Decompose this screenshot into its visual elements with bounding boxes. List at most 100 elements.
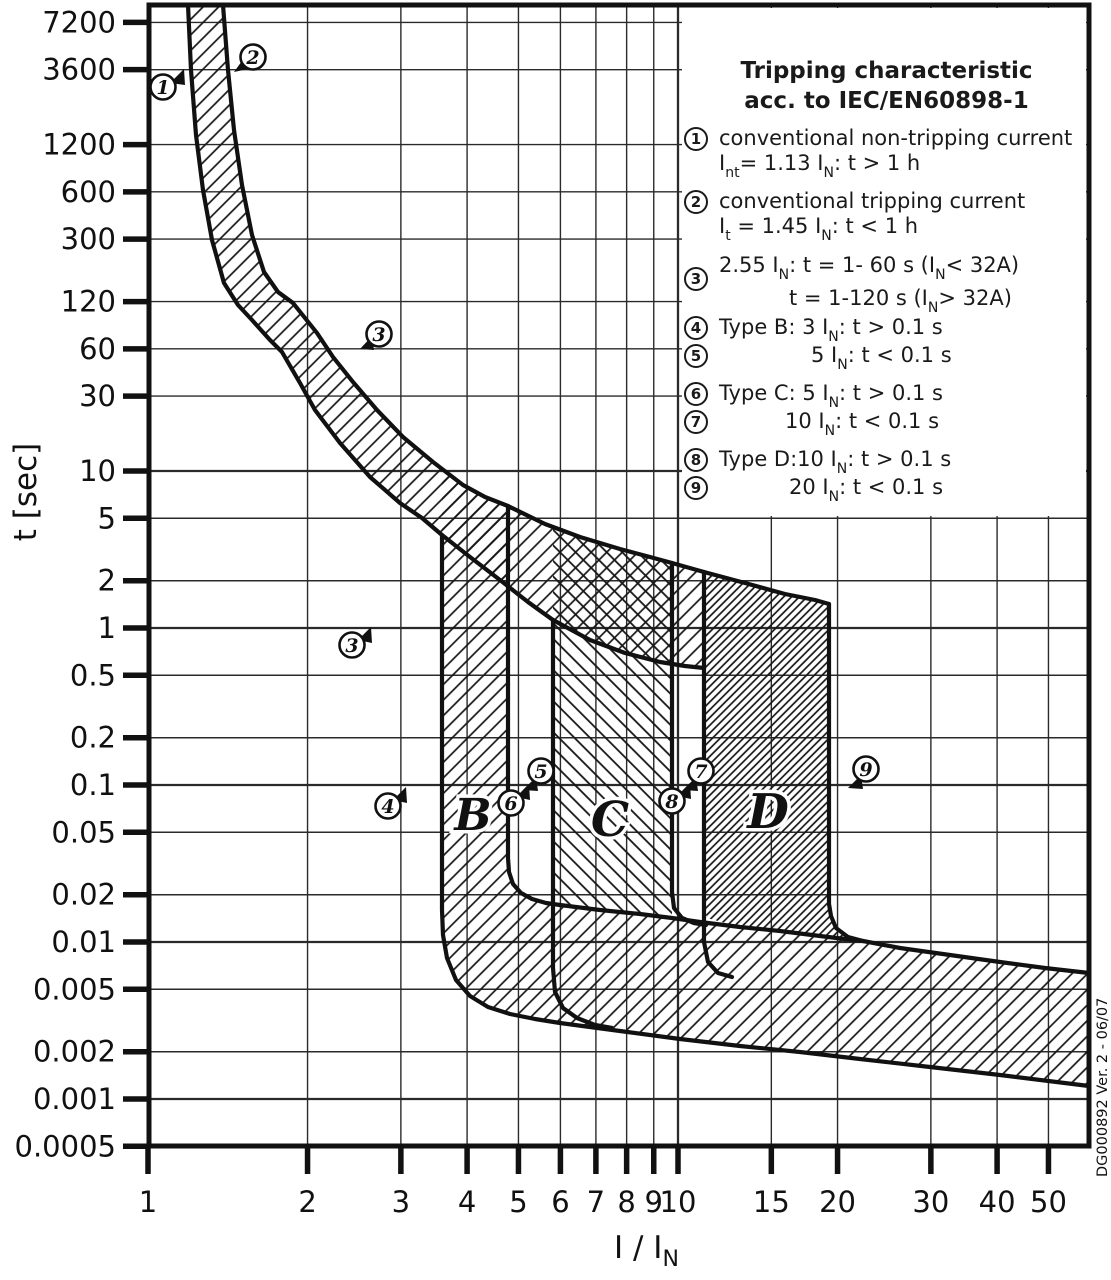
legend-item-7: 7 10 IN: t < 0.1 s: [684, 409, 939, 442]
svg-text:9: 9: [859, 759, 872, 781]
svg-text:1200: 1200: [42, 128, 116, 162]
region-letter-B: B: [452, 790, 491, 841]
svg-text:20: 20: [819, 1185, 856, 1219]
callout-2: 2: [234, 43, 267, 72]
legend-item-text: 10 IN: t < 0.1 s: [785, 409, 940, 440]
legend-item-number: 4: [684, 316, 708, 340]
svg-text:0.1: 0.1: [70, 768, 116, 802]
svg-text:7200: 7200: [42, 5, 116, 39]
svg-text:300: 300: [61, 222, 116, 256]
axis-ticks: [123, 19, 1052, 1174]
axis-titles: t [sec] I / IN: [8, 443, 679, 1272]
legend-item-number: 7: [684, 410, 708, 434]
legend: Tripping characteristic acc. to IEC/EN60…: [684, 0, 1089, 520]
svg-text:2: 2: [245, 47, 259, 69]
callout-3: 3: [338, 627, 372, 659]
legend-item-number: 6: [684, 382, 708, 406]
svg-text:0.01: 0.01: [51, 925, 116, 959]
svg-text:0.001: 0.001: [33, 1082, 116, 1116]
svg-text:0.5: 0.5: [70, 658, 116, 692]
callout-8: 8: [658, 783, 691, 815]
axis-tick-labels: 7200360012006003001206030105210.50.20.10…: [15, 5, 1067, 1219]
legend-item-number: 3: [684, 267, 708, 291]
callout-7: 7: [683, 757, 715, 791]
legend-title-line2: acc. to IEC/EN60898-1: [744, 88, 1029, 114]
type-c-upper-limit: [669, 560, 709, 928]
type-c-lower-limit: [550, 617, 615, 1031]
callout-9: 9: [848, 755, 880, 789]
region-letter-C: C: [591, 792, 629, 848]
callout-6: 6: [497, 784, 530, 817]
svg-text:0.0005: 0.0005: [15, 1129, 116, 1163]
svg-text:10: 10: [79, 454, 116, 488]
svg-text:3600: 3600: [42, 53, 116, 87]
svg-text:60: 60: [79, 332, 116, 366]
legend-title-line1: Tripping characteristic: [740, 58, 1033, 84]
svg-text:0.2: 0.2: [70, 721, 116, 755]
legend-item-text: conventional tripping current It = 1.45 I…: [719, 189, 1026, 245]
type-d-lower-limit: [701, 569, 735, 980]
x-axis-title: I / IN: [614, 1230, 679, 1272]
svg-text:3: 3: [372, 324, 385, 346]
svg-text:0.05: 0.05: [51, 815, 116, 849]
type-c-fill: [553, 527, 672, 918]
plot-border: [146, 2, 1092, 1149]
svg-text:3: 3: [345, 635, 358, 657]
svg-text:15: 15: [753, 1185, 790, 1219]
svg-text:0.005: 0.005: [33, 972, 116, 1006]
callout-3: 3: [360, 320, 393, 350]
legend-item-1: 1 conventional non-tripping current Int= 1…: [684, 126, 1072, 184]
legend-item-text: 2.55 IN: t = 1- 60 s (IN< 32A) t = 1-120 …: [719, 253, 1020, 317]
document-side-note: DG000892 Ver. 2 - 06/07: [1095, 998, 1111, 1177]
svg-text:8: 8: [664, 791, 678, 813]
svg-text:10: 10: [660, 1185, 697, 1219]
type-letters: B C D: [449, 781, 793, 852]
legend-item-6: 6 Type C: 5 IN: t > 0.1 s: [684, 381, 943, 414]
legend-item-text: Type C: 5 IN: t > 0.1 s: [719, 381, 943, 412]
legend-item-number: 2: [684, 190, 708, 214]
svg-text:4: 4: [458, 1185, 476, 1219]
region-letter-D: D: [745, 784, 789, 840]
svg-text:1: 1: [139, 1185, 157, 1219]
legend-title: Tripping characteristic acc. to IEC/EN60…: [684, 56, 1089, 116]
type-b-lower-limit: [439, 532, 1092, 1089]
svg-text:8: 8: [617, 1185, 635, 1219]
svg-text:6: 6: [551, 1185, 569, 1219]
svg-text:30: 30: [79, 379, 116, 413]
svg-text:0.02: 0.02: [51, 878, 116, 912]
legend-item-3: 3 2.55 IN: t = 1- 60 s (IN< 32A) t = 1-120…: [684, 253, 1019, 319]
svg-text:40: 40: [979, 1185, 1016, 1219]
y-axis-title: t [sec]: [8, 443, 44, 541]
svg-text:0.002: 0.002: [33, 1035, 116, 1069]
callout-1: 1: [149, 69, 185, 101]
type-d-fill: [704, 572, 863, 941]
legend-item-number: 9: [684, 476, 708, 500]
legend-item-number: 8: [684, 448, 708, 472]
type-d-upper-limit: [826, 601, 866, 944]
legend-item-text: 20 IN: t < 0.1 s: [789, 475, 944, 506]
svg-text:4: 4: [381, 796, 394, 818]
type-b-and-fast-trip-fill: [442, 469, 1089, 1086]
legend-item-8: 8 Type D:10 IN: t > 0.1 s: [684, 447, 951, 480]
svg-text:5: 5: [509, 1185, 527, 1219]
svg-text:2: 2: [298, 1185, 316, 1219]
legend-item-5: 5 5 IN: t < 0.1 s: [684, 343, 952, 376]
legend-item-4: 4 Type B: 3 IN: t > 0.1 s: [684, 315, 943, 348]
legend-item-9: 9 20 IN: t < 0.1 s: [684, 475, 943, 508]
legend-background: [682, 8, 1086, 516]
legend-item-number: 1: [684, 127, 708, 151]
legend-item-text: Type B: 3 IN: t > 0.1 s: [719, 315, 943, 346]
svg-text:2: 2: [98, 564, 116, 598]
legend-item-text: 5 IN: t < 0.1 s: [811, 343, 952, 374]
upper-limit-curve: [220, 2, 832, 607]
legend-item-2: 2 conventional tripping current It = 1.45 …: [684, 189, 1025, 247]
svg-text:600: 600: [61, 175, 116, 209]
lower-limit-curve: [185, 2, 707, 671]
svg-text:1: 1: [156, 77, 169, 99]
svg-text:30: 30: [912, 1185, 949, 1219]
side-note-text: DG000892 Ver. 2 - 06/07: [1095, 998, 1111, 1177]
svg-text:120: 120: [61, 285, 116, 319]
